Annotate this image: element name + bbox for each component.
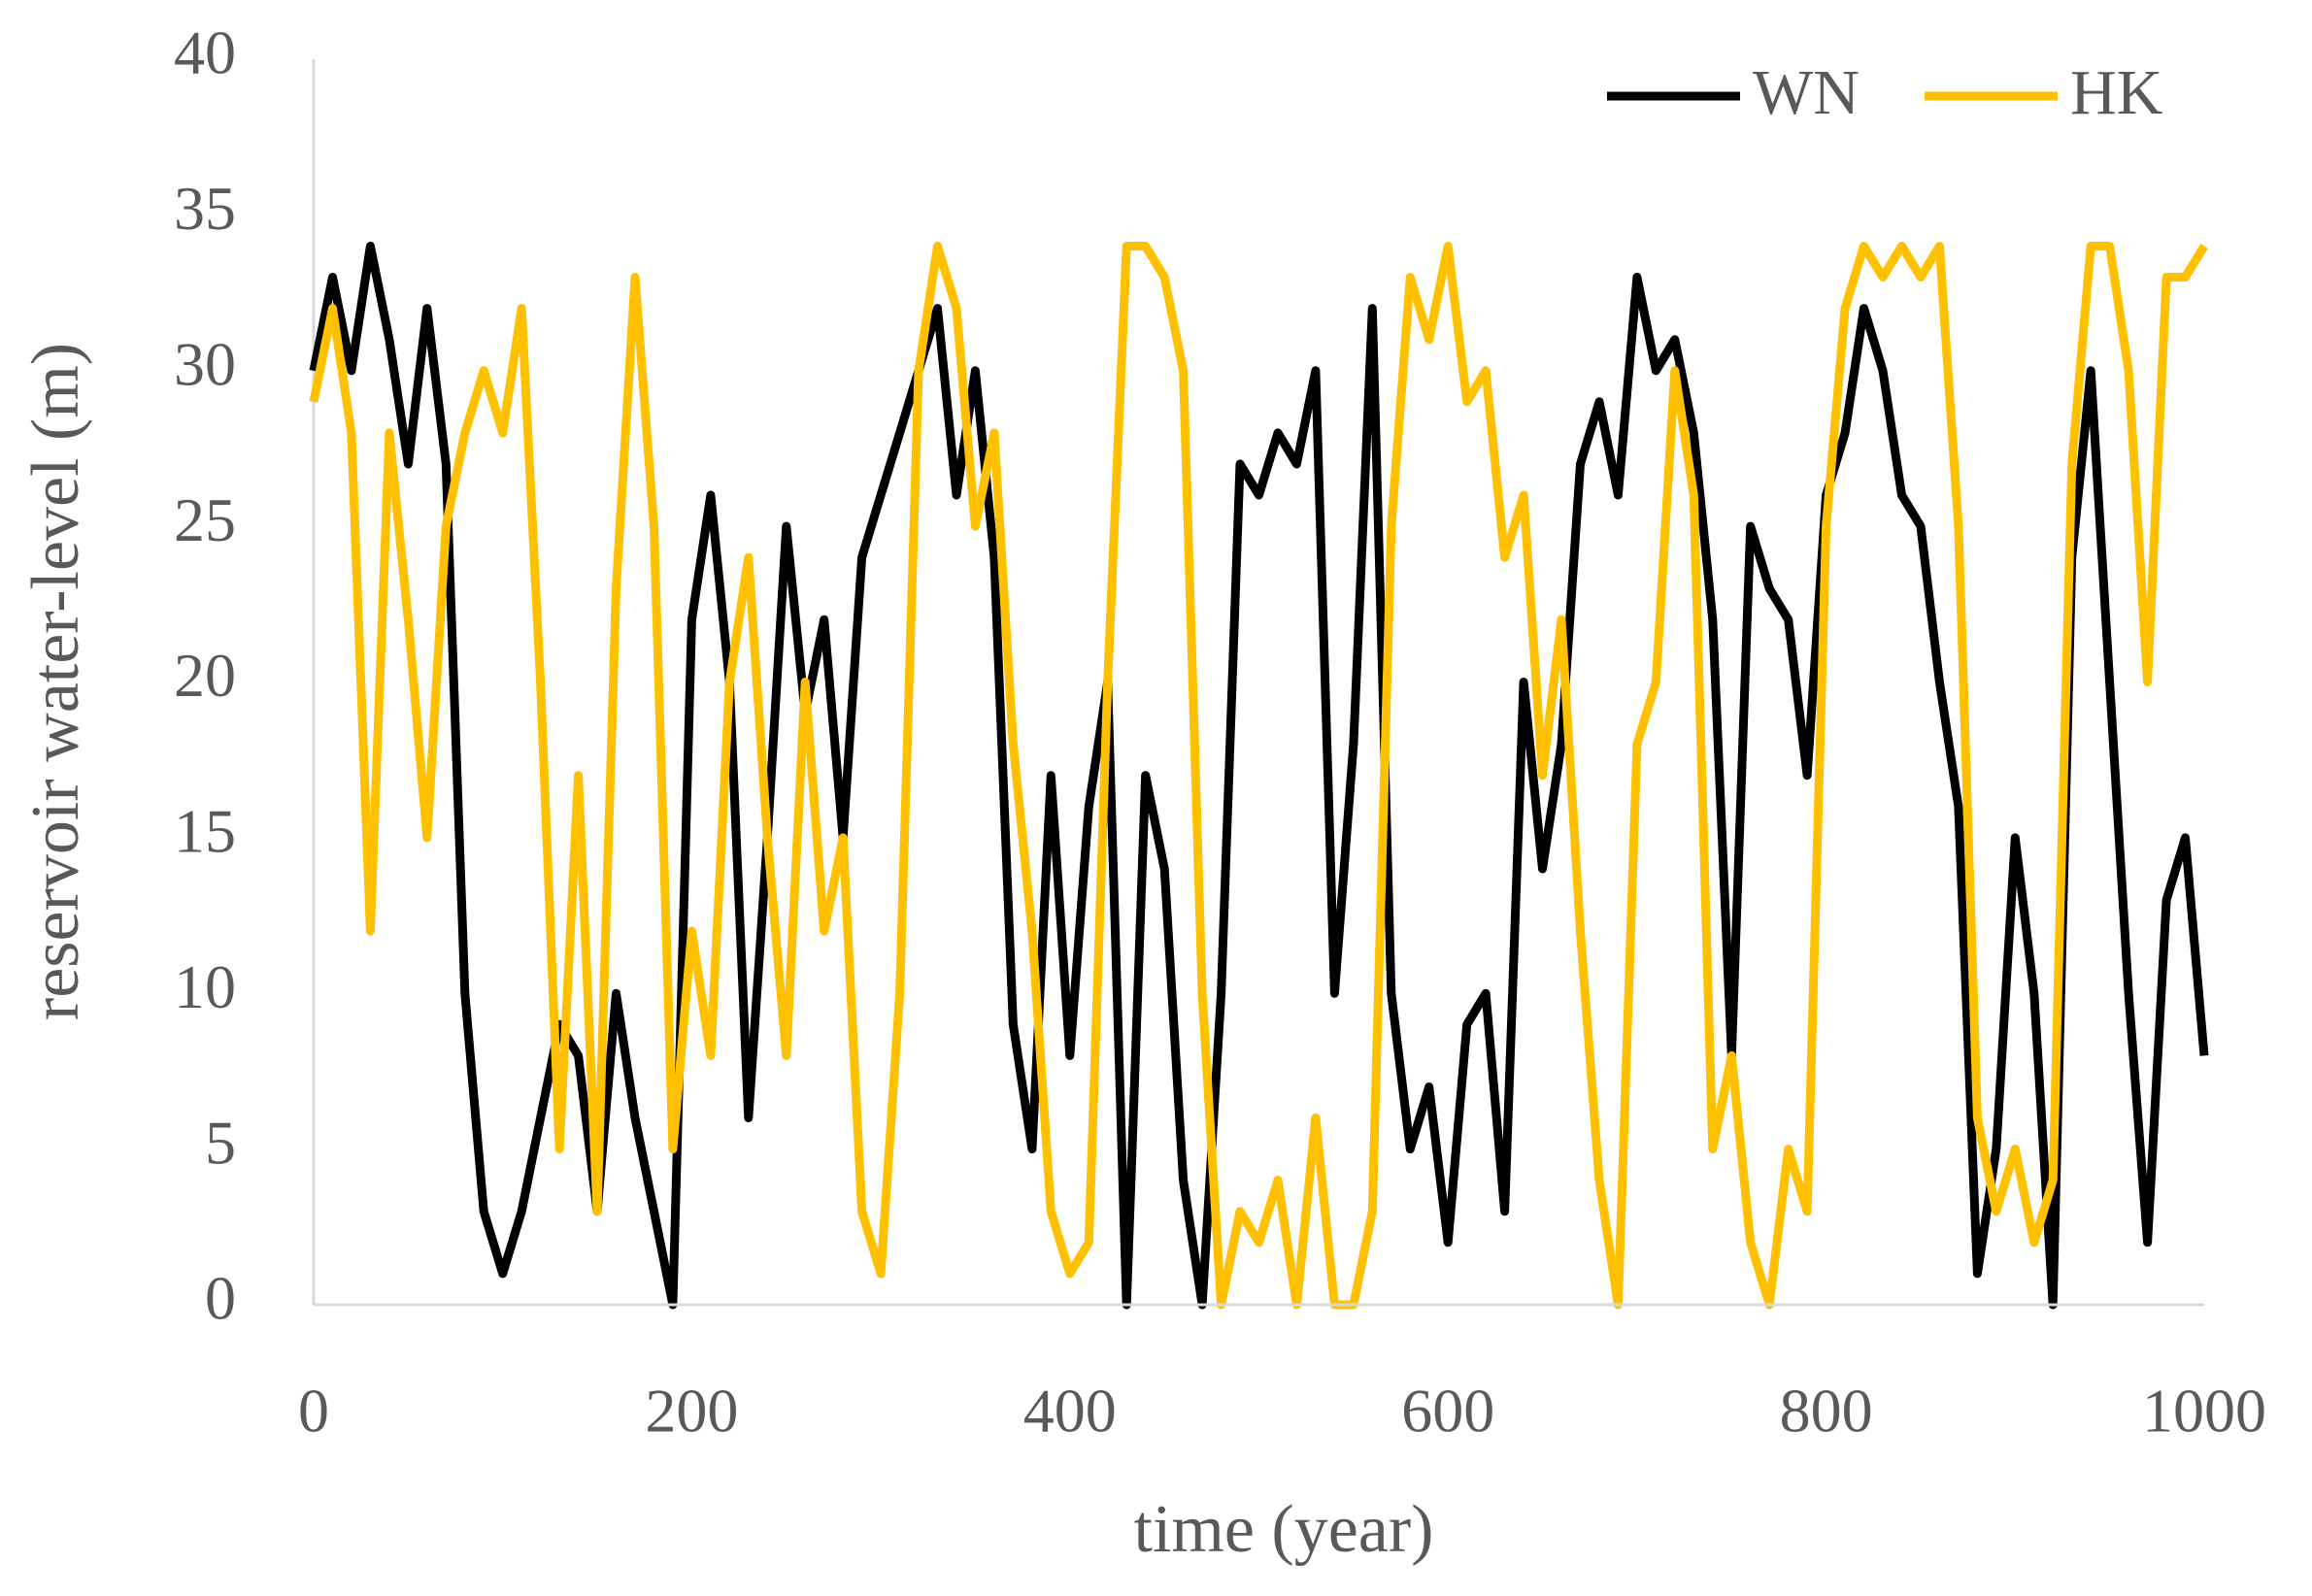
x-tick-label: 1000 — [2142, 1377, 2266, 1446]
y-tick-label: 15 — [174, 797, 236, 866]
y-tick-label: 35 — [174, 174, 236, 243]
y-tick-label: 5 — [205, 1108, 236, 1177]
data-line — [309, 242, 2209, 1310]
y-tick-label: 10 — [174, 952, 236, 1021]
x-tick-label: 800 — [1780, 1377, 1873, 1446]
x-tick-label: 600 — [1401, 1377, 1494, 1446]
x-tick-label: 0 — [298, 1377, 329, 1446]
legend-label: WN — [1753, 57, 1860, 128]
x-axis-title: time (year) — [1134, 1492, 1434, 1567]
data-line — [309, 242, 2208, 1310]
y-axis-title: reservoir water-level (m) — [18, 343, 93, 1020]
y-tick-label: 20 — [174, 641, 236, 710]
x-tick-label: 400 — [1023, 1377, 1117, 1446]
x-tick-label: 200 — [645, 1377, 738, 1446]
y-tick-label: 0 — [205, 1264, 236, 1333]
y-tick-label: 25 — [174, 485, 236, 554]
y-tick-label: 40 — [174, 18, 236, 87]
legend-label: HK — [2070, 57, 2162, 128]
y-tick-label: 30 — [174, 329, 236, 398]
